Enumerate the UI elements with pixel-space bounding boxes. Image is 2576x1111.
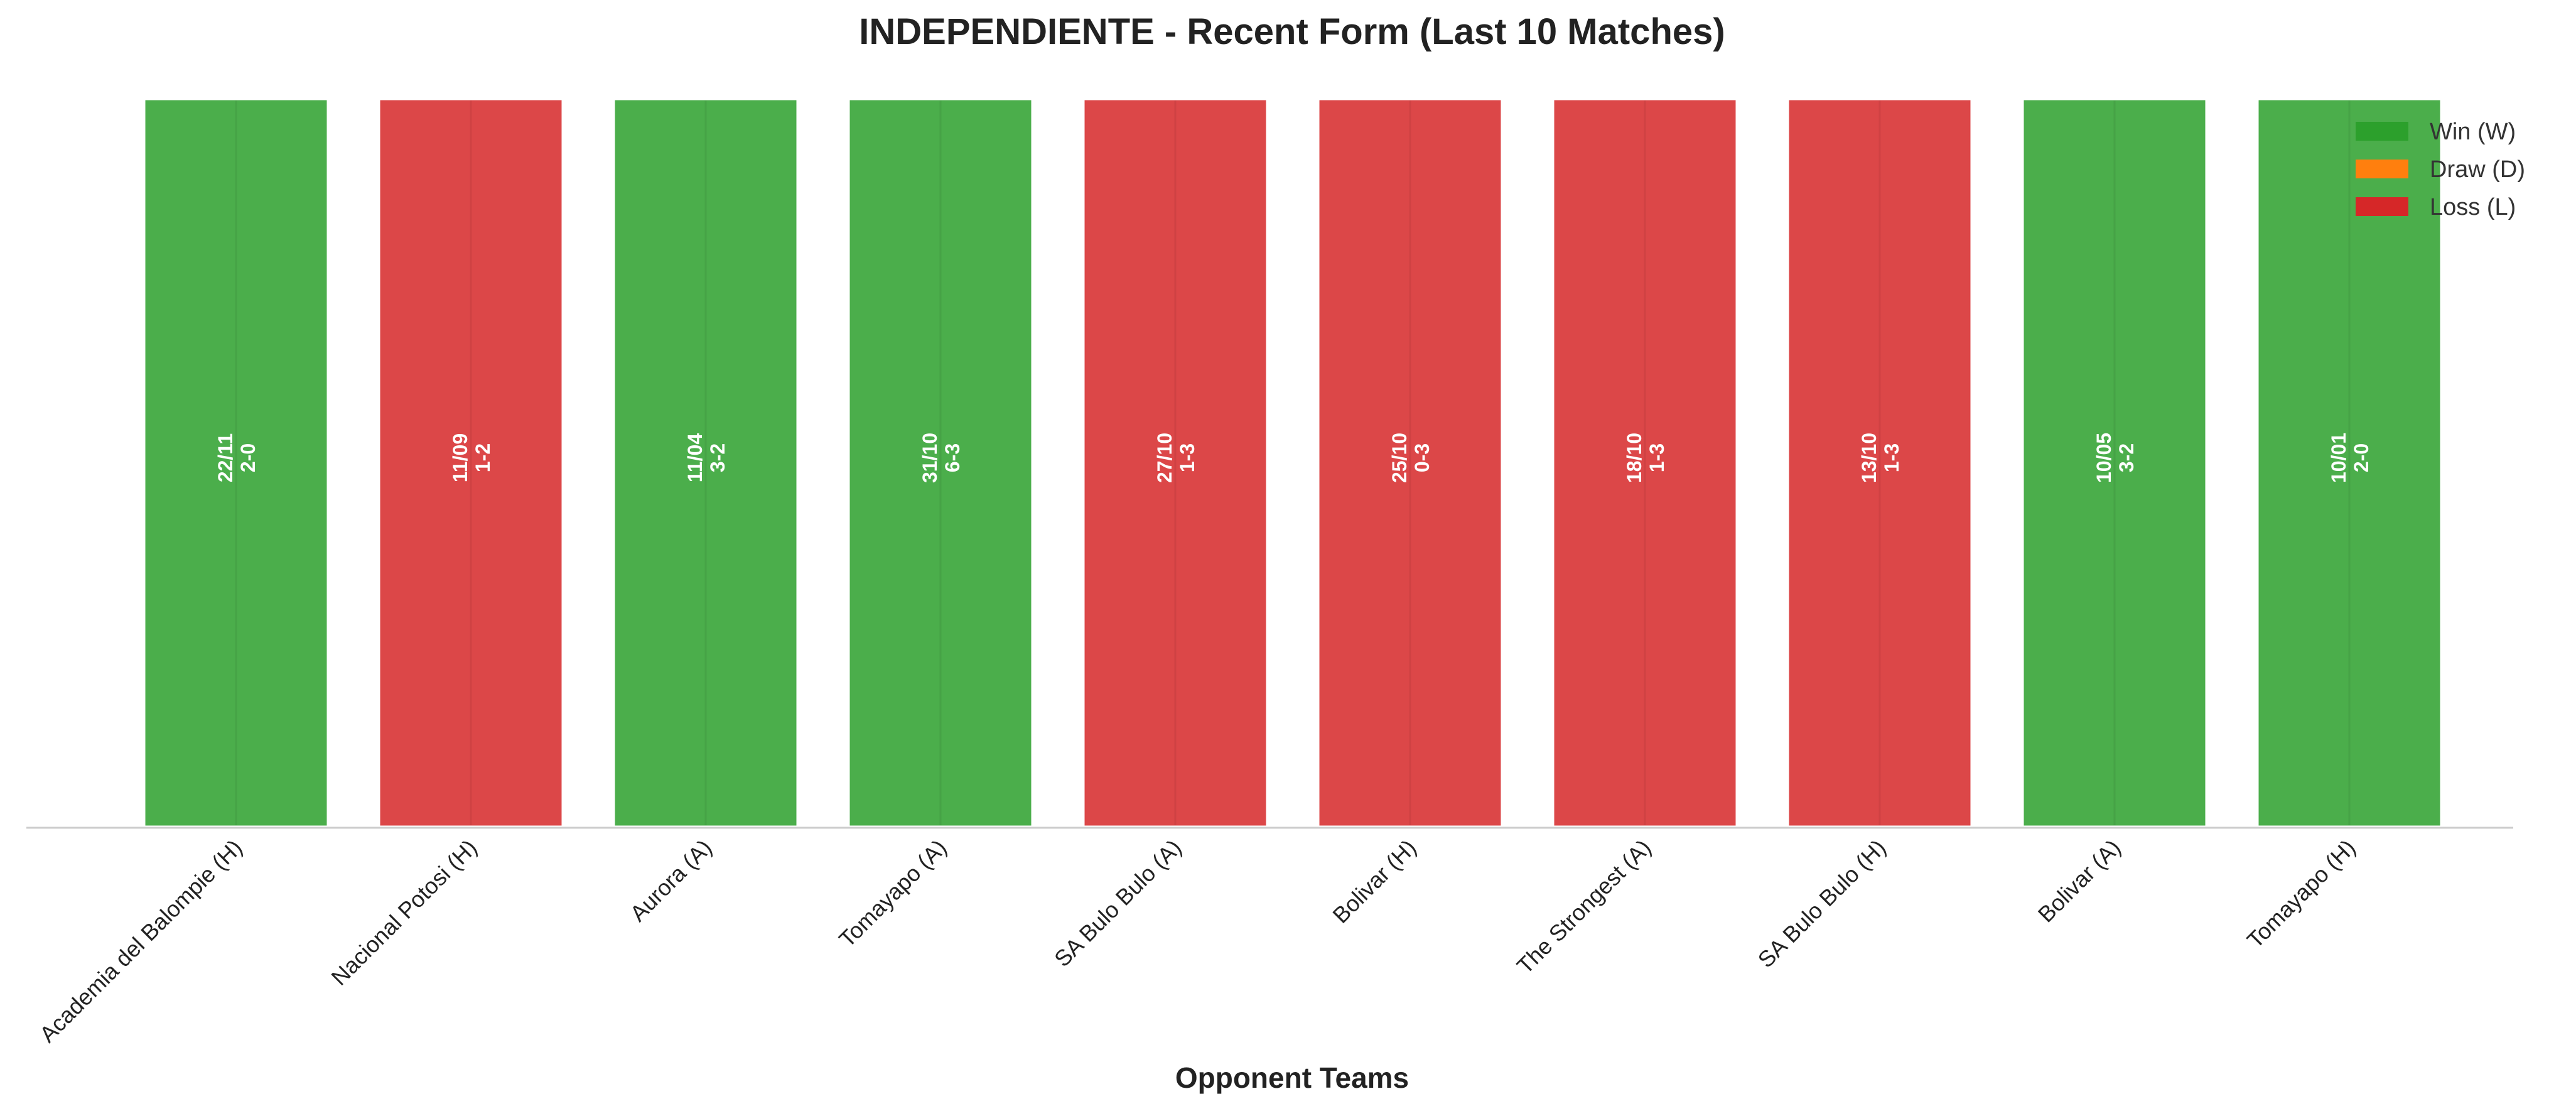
bar-10	[2256, 98, 2442, 828]
bar-label-date: 13/10	[1858, 433, 1880, 483]
bar-label-7: 18/101-3	[1623, 433, 1668, 483]
x-tick-labels: Academia del Balompie (H) Nacional Potosi…	[35, 835, 2361, 1048]
x-tick-label-7: The Strongest (A)	[1512, 835, 1656, 979]
bar-label-score: 1-3	[1646, 443, 1668, 472]
bar-label-score: 1-2	[472, 443, 494, 472]
bar-label-3: 11/043-2	[684, 433, 729, 483]
legend-swatch-l	[2356, 197, 2408, 216]
bar-2	[378, 98, 564, 828]
bar-4	[848, 98, 1033, 828]
bar-label-9: 10/053-2	[2093, 433, 2138, 483]
bar-label-score: 3-2	[2115, 443, 2138, 472]
bar-label-date: 31/10	[919, 433, 941, 483]
bar-label-2: 11/091-2	[449, 433, 494, 482]
bar-label-score: 2-0	[237, 443, 259, 472]
bar-label-5: 27/101-3	[1153, 433, 1199, 483]
bar-labels-group: 22/112-0 11/091-2 11/043-2 31/106-3 27/101-3…	[214, 433, 2373, 483]
bar-label-date: 11/04	[684, 433, 706, 483]
bar-label-10: 10/012-0	[2327, 433, 2373, 483]
x-tick-label-10: Tomayapo (H)	[2242, 835, 2361, 953]
legend: Win (W) Draw (D) Loss (L)	[2356, 119, 2525, 220]
x-tick-label-1: Academia del Balompie (H)	[35, 835, 247, 1048]
x-tick-label-8: SA Bulo Bulo (H)	[1753, 835, 1891, 973]
x-tick-label-6: Bolivar (H)	[1327, 835, 1421, 928]
bar-6	[1317, 98, 1503, 828]
bar-label-date: 10/01	[2327, 433, 2350, 483]
bars-group	[143, 98, 2442, 828]
bar-label-score: 1-3	[1176, 443, 1199, 472]
bar-label-date: 27/10	[1153, 433, 1176, 483]
bar-label-date: 11/09	[449, 433, 472, 482]
legend-label-d: Draw (D)	[2430, 156, 2525, 183]
x-tick-label-4: Tomayapo (A)	[834, 835, 951, 952]
bar-1	[143, 98, 329, 828]
bar-label-date: 25/10	[1388, 433, 1411, 483]
bar-label-score: 0-3	[1411, 443, 1433, 472]
bar-label-score: 6-3	[941, 443, 964, 472]
bar-label-date: 22/11	[214, 433, 237, 482]
bar-label-score: 1-3	[1880, 443, 1903, 472]
x-tick-label-2: Nacional Potosi (H)	[326, 835, 482, 990]
legend-label-l: Loss (L)	[2430, 194, 2516, 220]
legend-swatch-w	[2356, 122, 2408, 141]
bar-label-date: 10/05	[2093, 433, 2115, 483]
bar-5	[1082, 98, 1268, 828]
bar-label-6: 25/100-3	[1388, 433, 1433, 483]
bar-label-score: 2-0	[2350, 443, 2373, 472]
bar-7	[1552, 98, 1738, 828]
bar-8	[1787, 98, 1973, 828]
bar-label-score: 3-2	[706, 443, 729, 472]
x-tick-label-5: SA Bulo Bulo (A)	[1049, 835, 1187, 972]
bar-label-8: 13/101-3	[1858, 433, 1903, 483]
chart-title: INDEPENDIENTE - Recent Form (Last 10 Mat…	[859, 11, 1725, 52]
bar-label-date: 18/10	[1623, 433, 1646, 483]
x-tick-label-3: Aurora (A)	[625, 835, 716, 926]
bar-label-1: 22/112-0	[214, 433, 259, 482]
bar-3	[613, 98, 799, 828]
legend-swatch-d	[2356, 160, 2408, 178]
x-axis-label: Opponent Teams	[1175, 1061, 1409, 1094]
bar-9	[2022, 98, 2207, 828]
x-tick-label-9: Bolivar (A)	[2033, 835, 2126, 928]
legend-label-w: Win (W)	[2430, 119, 2516, 145]
bar-label-4: 31/106-3	[919, 433, 964, 483]
